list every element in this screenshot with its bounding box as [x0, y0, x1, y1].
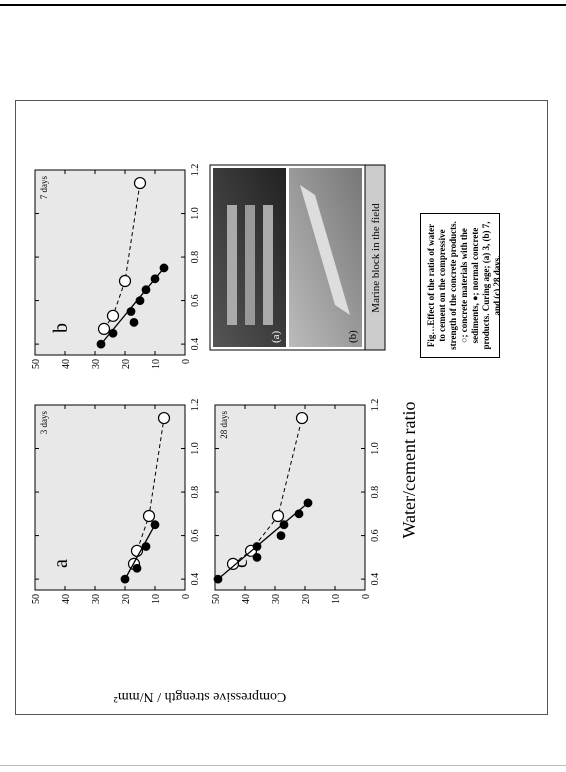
series-line: [124, 524, 156, 580]
point: [133, 176, 147, 190]
x-tick-label: 1.0: [370, 442, 381, 455]
point: [157, 411, 171, 425]
photo: (a) (b) Marine block in the field: [209, 164, 386, 351]
bottom-rule: [0, 765, 566, 766]
x-axis-label: Water/cement ratio: [399, 402, 419, 539]
panel-annotation: 28 days: [219, 411, 229, 439]
figure-frame: [15, 100, 548, 715]
top-rule: [0, 4, 566, 6]
y-tick-label: 20: [301, 594, 312, 604]
x-tick-label: 1.2: [370, 399, 381, 412]
x-tick-label: 1.0: [190, 207, 201, 220]
point: [303, 498, 313, 508]
point: [141, 542, 151, 551]
point: [159, 263, 169, 273]
series-line: [133, 417, 165, 564]
panel-letter: c: [230, 559, 252, 568]
x-tick-label: 0.8: [370, 486, 381, 499]
y-tick-label: 0: [361, 594, 372, 599]
point: [213, 574, 223, 584]
y-tick-label: 20: [121, 359, 132, 369]
point: [108, 328, 118, 338]
x-tick-label: 0.8: [190, 486, 201, 499]
x-tick-label: 0.4: [190, 573, 201, 586]
caption: Fig…Effect of the ratio of water to ceme…: [420, 213, 500, 358]
y-tick-label: 30: [271, 594, 282, 604]
caption-box: Fig…Effect of the ratio of water to ceme…: [420, 213, 500, 358]
plot-area: [214, 404, 366, 591]
point: [150, 520, 160, 530]
x-tick-label: 1.0: [190, 442, 201, 455]
point: [142, 509, 156, 523]
point: [279, 520, 289, 530]
y-tick-label: 30: [91, 359, 102, 369]
block: [300, 185, 350, 315]
block: [245, 205, 255, 325]
plot-area: [34, 169, 186, 356]
point: [120, 574, 130, 584]
photo-label: (b): [347, 330, 359, 343]
y-tick-label: 50: [211, 594, 222, 604]
block: [263, 205, 273, 325]
panel-letter: a: [50, 559, 72, 568]
series-line: [217, 502, 309, 580]
point: [97, 322, 111, 335]
x-tick-label: 0.6: [190, 294, 201, 307]
point: [126, 307, 136, 316]
figure: (a) (b) Marine block in the field Water/…: [31, 164, 500, 704]
point: [252, 542, 262, 551]
point: [295, 411, 309, 425]
point: [129, 317, 139, 327]
point: [132, 563, 142, 573]
y-tick-label: 40: [61, 359, 72, 369]
point: [252, 552, 262, 562]
block: [227, 205, 237, 325]
y-tick-label: 20: [121, 594, 132, 604]
y-axis-label: Compressive strength / N/mm²: [114, 689, 287, 704]
y-tick-label: 30: [91, 594, 102, 604]
x-tick-label: 1.2: [190, 164, 201, 177]
y-tick-label: 0: [181, 359, 192, 364]
panel-annotation: 7 days: [39, 176, 49, 200]
y-tick-label: 0: [181, 594, 192, 599]
point: [106, 309, 120, 322]
y-tick-label: 10: [151, 359, 162, 369]
point: [271, 509, 285, 523]
x-tick-label: 0.6: [190, 529, 201, 542]
photo-caption: Marine block in the field: [370, 203, 382, 313]
series-line: [103, 182, 141, 330]
point: [226, 557, 240, 570]
point: [118, 274, 132, 288]
x-tick-label: 0.8: [190, 251, 201, 264]
panel-annotation: 3 days: [39, 411, 49, 435]
y-tick-label: 10: [331, 594, 342, 604]
point: [141, 285, 151, 295]
x-tick-label: 0.6: [370, 529, 381, 542]
x-tick-label: 0.4: [190, 338, 201, 351]
series-line: [232, 417, 303, 565]
point: [96, 339, 106, 349]
photo-caption-bar: [364, 164, 386, 351]
point: [294, 509, 304, 519]
point: [276, 531, 286, 540]
y-tick-label: 40: [241, 594, 252, 604]
panel-letter: b: [50, 323, 72, 333]
y-tick-label: 40: [61, 594, 72, 604]
point: [135, 296, 145, 305]
x-tick-label: 0.4: [370, 573, 381, 586]
photo-label: (a): [270, 330, 282, 343]
y-tick-label: 50: [31, 359, 42, 369]
x-tick-label: 1.2: [190, 399, 201, 412]
point: [150, 274, 160, 284]
y-tick-label: 50: [31, 594, 42, 604]
y-tick-label: 10: [151, 594, 162, 604]
